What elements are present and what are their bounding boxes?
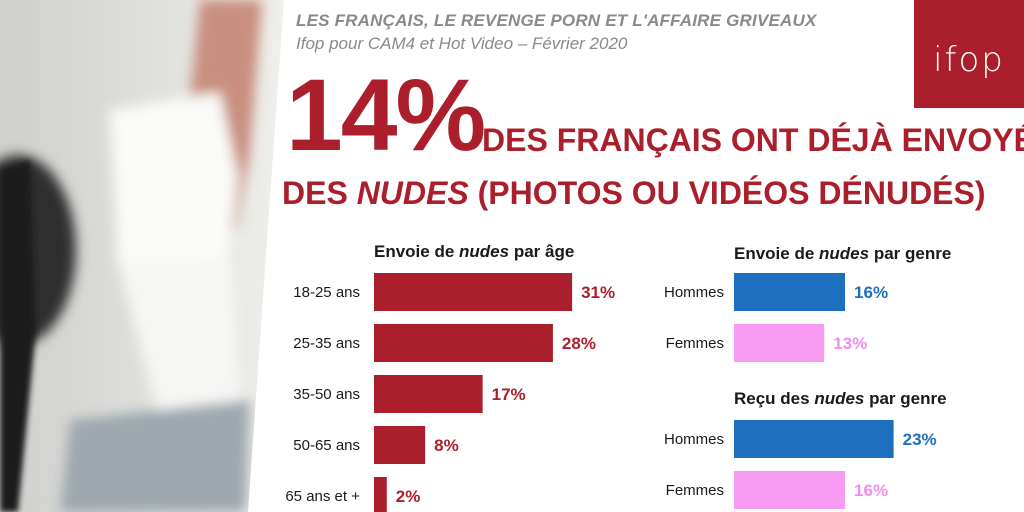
value-label-received-1: 16%: [854, 481, 888, 500]
category-label-received-1: Femmes: [666, 482, 724, 499]
category-label-age-3: 50-65 ans: [293, 437, 360, 454]
bar-age-2: [374, 375, 483, 413]
category-label-age-0: 18-25 ans: [293, 284, 360, 301]
value-label-sent-1: 13%: [833, 334, 867, 353]
bar-sent-1: [734, 324, 825, 362]
bar-age-0: [374, 273, 573, 311]
bar-age-1: [374, 324, 553, 362]
category-label-sent-0: Hommes: [664, 284, 724, 301]
headline-line-2-em: NUDES: [356, 175, 469, 211]
chart-title-age-em: nudes: [459, 242, 510, 261]
bar-sent-0: [734, 273, 846, 311]
chart-title-received-gender: Reçu des nudes par genre: [734, 389, 947, 409]
ifop-logo: ifop: [914, 0, 1024, 108]
value-label-age-2: 17%: [492, 385, 526, 404]
value-label-age-0: 31%: [581, 283, 615, 302]
headline-line-2-post: (PHOTOS OU VIDÉOS DÉNUDÉS): [468, 175, 986, 211]
chart-title-sent-em: nudes: [819, 244, 870, 263]
chart-title-recv-post: par genre: [864, 389, 947, 408]
chart-title-sent-pre: Envoie de: [734, 244, 820, 263]
category-label-received-0: Hommes: [664, 431, 724, 448]
chart-title-sent-gender: Envoie de nudes par genre: [734, 244, 951, 264]
bar-age-3: [374, 426, 426, 464]
chart-title-age-pre: Envoie de: [374, 242, 460, 261]
chart-title-sent-post: par genre: [869, 244, 952, 263]
category-label-sent-1: Femmes: [666, 335, 724, 352]
category-label-age-2: 35-50 ans: [293, 386, 360, 403]
headline-line-1: DES FRANÇAIS ONT DÉJÀ ENVOYÉ: [482, 122, 1024, 158]
bar-received-1: [734, 471, 846, 509]
value-label-age-3: 8%: [434, 436, 459, 455]
headline-line-2: DES NUDES (PHOTOS OU VIDÉOS DÉNUDÉS): [282, 175, 986, 212]
chart-title-recv-pre: Reçu des: [734, 389, 815, 408]
chart-title-recv-em: nudes: [814, 389, 865, 408]
bar-age-4: [374, 477, 387, 512]
chart-title-age: Envoie de nudes par âge: [374, 242, 574, 262]
header-title: LES FRANÇAIS, LE REVENGE PORN ET L'AFFAI…: [296, 11, 817, 30]
value-label-age-4: 2%: [396, 487, 421, 506]
category-label-age-1: 25-35 ans: [293, 335, 360, 352]
category-label-age-4: 65 ans et +: [285, 488, 360, 505]
value-label-age-1: 28%: [562, 334, 596, 353]
value-label-sent-0: 16%: [854, 283, 888, 302]
value-label-received-0: 23%: [903, 430, 937, 449]
header-subtitle: Ifop pour CAM4 et Hot Video – Février 20…: [296, 34, 628, 53]
headline-line-2-pre: DES: [282, 175, 357, 211]
bar-received-0: [734, 420, 894, 458]
chart-title-age-post: par âge: [509, 242, 575, 261]
headline-percent: 14%: [286, 58, 486, 172]
logo-text: ifop: [933, 40, 1005, 80]
